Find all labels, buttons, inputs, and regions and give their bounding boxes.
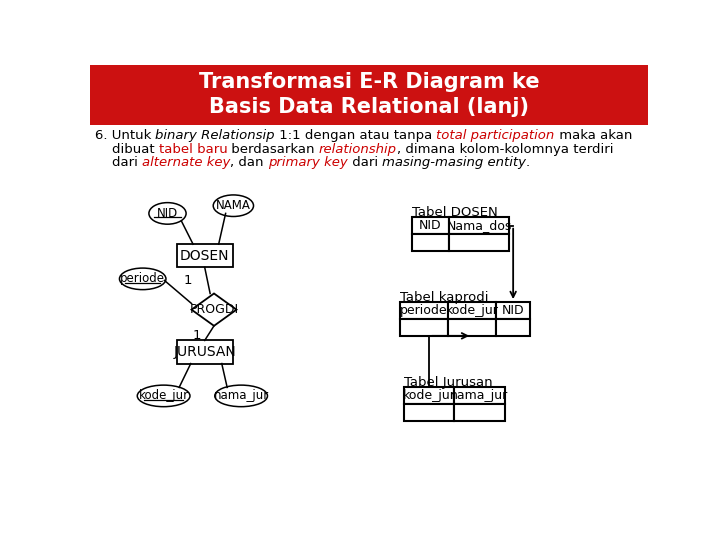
- Text: Transformasi E-R Diagram ke: Transformasi E-R Diagram ke: [199, 72, 539, 92]
- Ellipse shape: [138, 385, 190, 407]
- Text: nama_jur: nama_jur: [450, 389, 508, 402]
- Text: masing-masing entity: masing-masing entity: [382, 156, 526, 168]
- Text: 1: 1: [184, 274, 192, 287]
- Bar: [448, 319, 496, 336]
- Text: Tabel kaprodi: Tabel kaprodi: [400, 291, 488, 304]
- Bar: [448, 302, 496, 319]
- Ellipse shape: [149, 202, 186, 224]
- Text: 1:1 dengan atau tanpa: 1:1 dengan atau tanpa: [275, 130, 436, 143]
- Text: dari: dari: [348, 156, 382, 168]
- Text: dari: dari: [94, 156, 142, 168]
- Bar: [177, 244, 233, 267]
- Ellipse shape: [215, 385, 267, 407]
- Bar: [496, 319, 530, 336]
- Bar: [496, 302, 530, 319]
- Bar: [90, 65, 648, 125]
- Text: kode_jur: kode_jur: [402, 389, 456, 402]
- Bar: [412, 217, 449, 234]
- Text: periode: periode: [120, 272, 165, 285]
- Text: .: .: [526, 156, 530, 168]
- Text: maka akan: maka akan: [554, 130, 632, 143]
- Text: alternate key: alternate key: [142, 156, 230, 168]
- Bar: [400, 302, 448, 319]
- Text: kode_jur: kode_jur: [138, 389, 189, 402]
- Text: NID: NID: [502, 304, 524, 317]
- Text: , dimana kolom-kolomnya terdiri: , dimana kolom-kolomnya terdiri: [397, 143, 613, 156]
- Bar: [404, 403, 454, 421]
- Bar: [454, 403, 505, 421]
- Text: kode_jur: kode_jur: [446, 304, 498, 317]
- Text: binary Relationsip: binary Relationsip: [156, 130, 275, 143]
- Text: PROGDI: PROGDI: [189, 303, 238, 316]
- Text: Tabel DOSEN: Tabel DOSEN: [412, 206, 498, 219]
- Bar: [449, 217, 509, 234]
- Text: total participation: total participation: [436, 130, 554, 143]
- Text: Basis Data Relational (lanj): Basis Data Relational (lanj): [209, 97, 529, 117]
- Polygon shape: [192, 294, 236, 326]
- Text: Tabel Jurusan: Tabel Jurusan: [404, 376, 492, 389]
- Bar: [412, 234, 449, 251]
- Text: 1: 1: [193, 328, 201, 342]
- Bar: [177, 340, 233, 363]
- Ellipse shape: [120, 268, 166, 289]
- Text: periode: periode: [400, 304, 448, 317]
- Bar: [404, 387, 454, 403]
- Text: berdasarkan: berdasarkan: [228, 143, 319, 156]
- Text: JURUSAN: JURUSAN: [174, 345, 236, 359]
- Text: tabel baru: tabel baru: [158, 143, 228, 156]
- Text: Nama_dos: Nama_dos: [446, 219, 512, 232]
- Text: NID: NID: [157, 207, 178, 220]
- Text: 6. Untuk: 6. Untuk: [94, 130, 156, 143]
- Text: NAMA: NAMA: [216, 199, 251, 212]
- Text: , dan: , dan: [230, 156, 268, 168]
- Ellipse shape: [213, 195, 253, 217]
- Text: nama_jur: nama_jur: [214, 389, 269, 402]
- Text: relationship: relationship: [319, 143, 397, 156]
- Bar: [454, 387, 505, 403]
- Text: primary key: primary key: [268, 156, 348, 168]
- Bar: [449, 234, 509, 251]
- Text: dibuat: dibuat: [94, 143, 158, 156]
- Text: NID: NID: [419, 219, 441, 232]
- Text: DOSEN: DOSEN: [180, 249, 230, 263]
- Bar: [400, 319, 448, 336]
